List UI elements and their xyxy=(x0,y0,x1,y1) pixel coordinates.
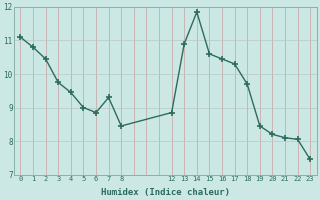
X-axis label: Humidex (Indice chaleur): Humidex (Indice chaleur) xyxy=(101,188,230,197)
